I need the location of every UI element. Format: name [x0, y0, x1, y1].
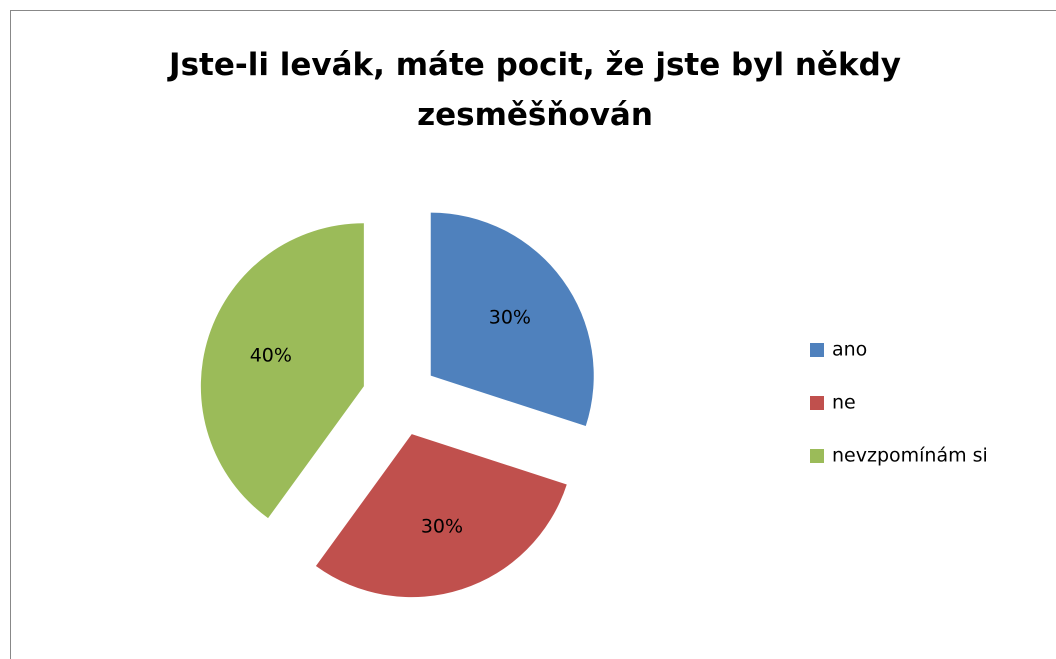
chart-border: [10, 10, 1056, 659]
data-label: 30%: [421, 516, 463, 538]
legend-label: nevzpomínám si: [832, 445, 988, 467]
legend-swatch: [810, 449, 824, 463]
pie-slice: [430, 212, 594, 427]
pie-slice: [315, 434, 567, 598]
legend-label: ano: [832, 339, 867, 361]
legend-swatch: [810, 343, 824, 357]
legend-label: ne: [832, 392, 856, 414]
chart-title: Jste-li levák, máte pocit, že jste byl n…: [169, 47, 901, 133]
data-label: 40%: [250, 345, 292, 367]
pie-slice: [200, 223, 364, 519]
legend-swatch: [810, 396, 824, 410]
data-label: 30%: [489, 307, 531, 329]
